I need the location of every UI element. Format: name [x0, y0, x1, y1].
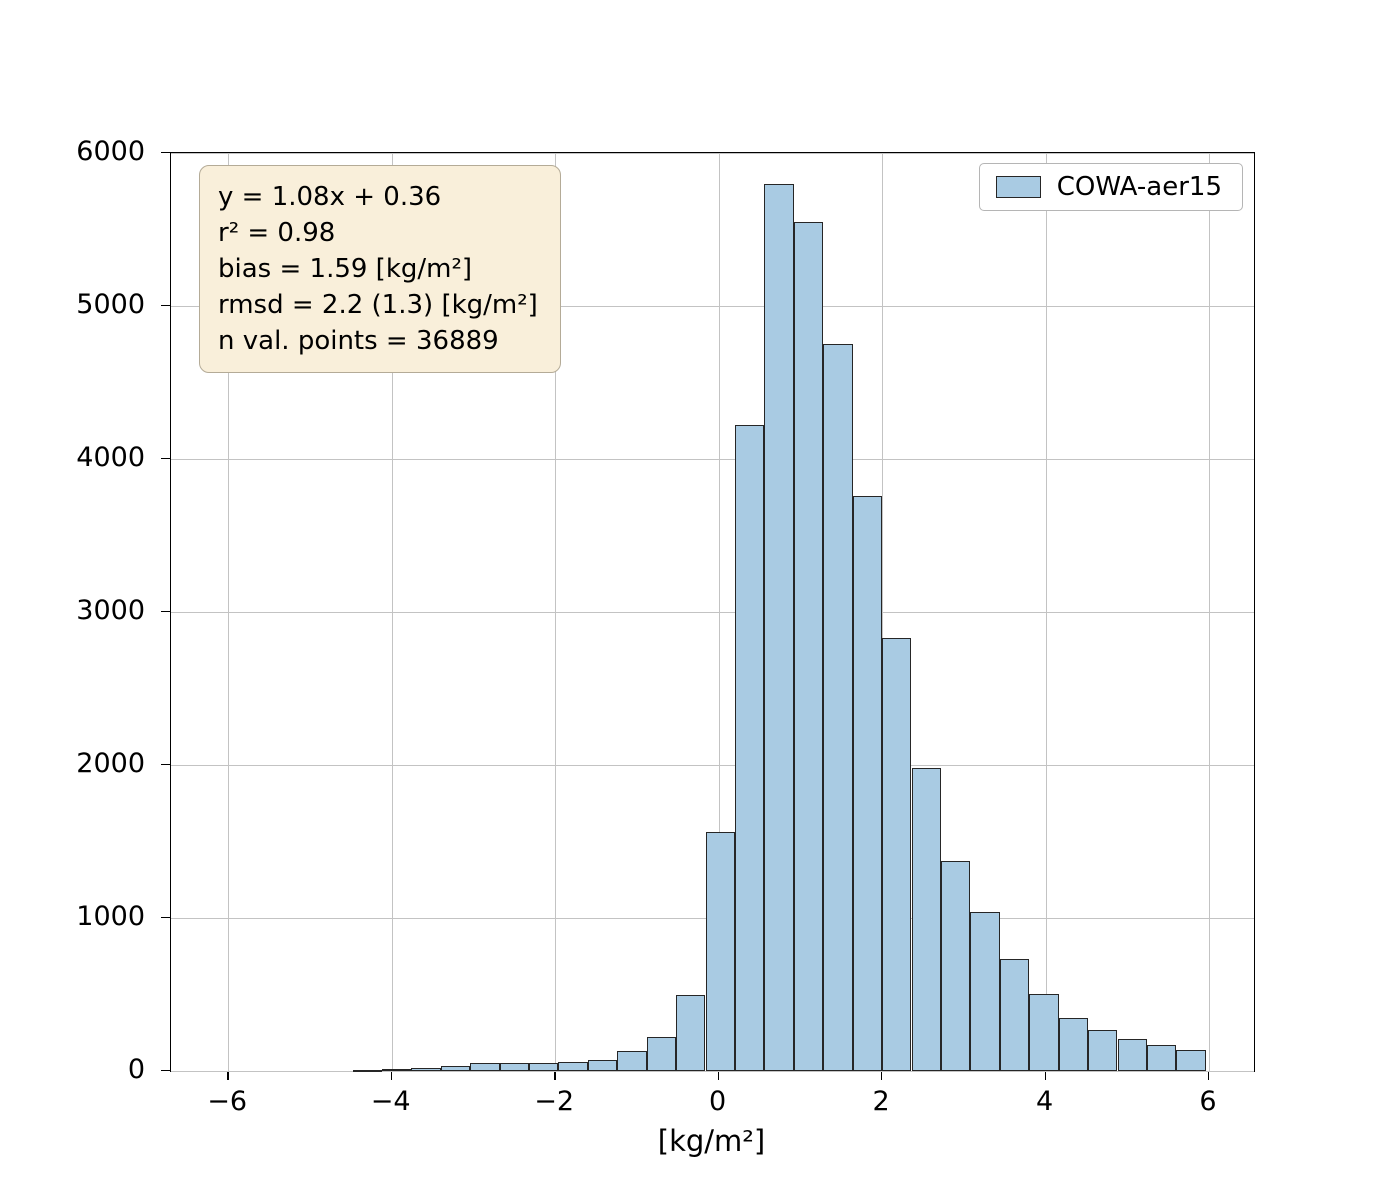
histogram-bar [646, 1036, 677, 1071]
x-tick-label: 4 [1036, 1086, 1054, 1117]
x-tick-mark [1044, 1071, 1046, 1080]
x-tick-label: 6 [1199, 1086, 1217, 1117]
x-tick-label: 0 [709, 1086, 727, 1117]
histogram-bar [999, 959, 1030, 1071]
histogram-bar [911, 768, 941, 1071]
histogram-bar [793, 221, 824, 1071]
y-tick-label: 5000 [76, 289, 145, 320]
y-tick-label: 4000 [76, 442, 145, 473]
histogram-bar [1058, 1017, 1089, 1071]
stats-annotation-box: y = 1.08x + 0.36 r² = 0.98 bias = 1.59 [kg… [199, 165, 561, 373]
y-tick-label: 0 [127, 1054, 145, 1085]
histogram-bar [587, 1059, 618, 1071]
stats-line: rmsd = 2.2 (1.3) [kg/m²] [218, 290, 538, 320]
x-tick-label: −6 [207, 1086, 248, 1117]
y-tick-mark [161, 764, 170, 766]
plot-area: y = 1.08x + 0.36 r² = 0.98 bias = 1.59 [kg… [170, 152, 1255, 1073]
legend: COWA-aer15 [978, 163, 1243, 211]
stats-line: r² = 0.98 [218, 218, 336, 248]
x-tick-mark [554, 1071, 556, 1080]
legend-swatch [995, 176, 1041, 198]
histogram-bar [1029, 993, 1059, 1071]
y-tick-mark [161, 458, 170, 460]
grid-line-horizontal [171, 612, 1254, 614]
histogram-bar [764, 183, 794, 1071]
histogram-bar [470, 1063, 500, 1071]
x-tick-mark [227, 1071, 229, 1080]
x-tick-mark [1208, 1071, 1210, 1080]
histogram-bar [735, 425, 765, 1071]
histogram-bar [529, 1063, 559, 1071]
histogram-bar [617, 1051, 647, 1071]
histogram-bar [440, 1065, 471, 1071]
x-tick-label: 2 [872, 1086, 890, 1117]
histogram-bar [1176, 1049, 1206, 1071]
stats-line: y = 1.08x + 0.36 [218, 182, 442, 212]
histogram-bar [381, 1069, 412, 1072]
y-tick-mark [161, 305, 170, 307]
histogram-bar [499, 1062, 529, 1071]
grid-line-horizontal [171, 153, 1254, 155]
x-axis-label: [kg/m²] [657, 1124, 766, 1158]
x-tick-mark [881, 1071, 883, 1080]
x-tick-label: −4 [370, 1086, 411, 1117]
y-tick-label: 3000 [76, 595, 145, 626]
histogram-bar [558, 1061, 588, 1071]
histogram-bar [1146, 1045, 1177, 1071]
y-tick-mark [161, 152, 170, 154]
y-tick-label: 6000 [76, 136, 145, 167]
grid-line-horizontal [171, 459, 1254, 461]
x-tick-label: −2 [534, 1086, 575, 1117]
legend-label: COWA-aer15 [1056, 172, 1222, 202]
y-tick-label: 2000 [76, 748, 145, 779]
stats-line: bias = 1.59 [kg/m²] [218, 254, 473, 284]
histogram-bar [852, 495, 883, 1071]
histogram-bar [705, 832, 735, 1071]
histogram-bar [941, 861, 971, 1071]
y-tick-mark [161, 917, 170, 919]
y-tick-mark [161, 611, 170, 613]
histogram-bar [1088, 1029, 1118, 1071]
histogram-bar [352, 1069, 382, 1072]
x-tick-mark [390, 1071, 393, 1080]
histogram-bar [970, 911, 1000, 1071]
grid-line-horizontal [171, 765, 1254, 767]
grid-line-horizontal [171, 1071, 1254, 1073]
histogram-bar [823, 344, 853, 1072]
y-tick-mark [161, 1070, 170, 1072]
y-tick-label: 1000 [76, 901, 145, 932]
histogram-bar [1117, 1038, 1147, 1071]
histogram-bar [411, 1067, 441, 1071]
histogram-bar [882, 638, 912, 1071]
stats-line: n val. points = 36889 [218, 326, 499, 356]
x-tick-mark [717, 1071, 719, 1080]
grid-line-horizontal [171, 306, 1254, 308]
histogram-bar [676, 994, 706, 1071]
